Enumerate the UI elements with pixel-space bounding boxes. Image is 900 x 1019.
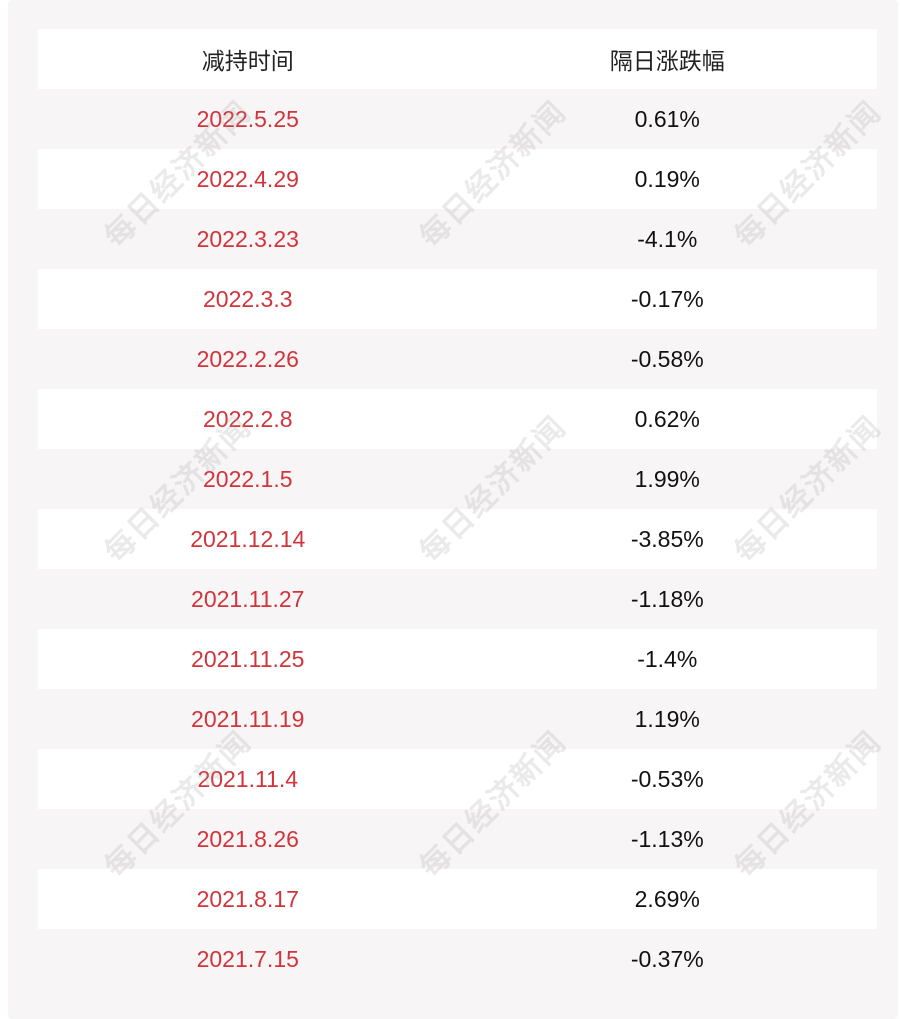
reduction-date: 2021.8.17: [196, 885, 299, 912]
table-header: 减持时间 隔日涨跌幅: [38, 29, 877, 89]
table-body: 2022.5.25 0.61% 2022.4.29 0.19% 2022.3.23 -4.…: [38, 89, 877, 989]
next-day-change: -1.18%: [630, 585, 704, 612]
next-day-change: -1.4%: [637, 645, 698, 672]
table-row: 2022.2.26 -0.58%: [38, 329, 877, 389]
table-row: 2022.5.25 0.61%: [38, 89, 877, 149]
reduction-date: 2021.12.14: [190, 525, 306, 552]
reduction-date: 2022.5.25: [196, 105, 299, 132]
table-row: 2021.11.25 -1.4%: [38, 629, 877, 689]
next-day-change: -1.13%: [630, 825, 704, 852]
next-day-change: 1.19%: [634, 705, 700, 732]
table-row: 2022.2.8 0.62%: [38, 389, 877, 449]
header-date: 减持时间: [201, 49, 294, 75]
next-day-change: -3.85%: [630, 525, 704, 552]
reduction-date: 2022.2.26: [196, 345, 299, 372]
next-day-change: -0.58%: [630, 345, 704, 372]
table-row: 2021.11.19 1.19%: [38, 689, 877, 749]
reduction-date: 2021.8.26: [196, 825, 299, 852]
reduction-date: 2022.3.23: [196, 225, 299, 252]
next-day-change: 0.62%: [634, 405, 700, 432]
reduction-date: 2022.4.29: [196, 165, 299, 192]
reduction-table: 减持时间 隔日涨跌幅 2022.5.25 0.61% 2022.4.29 0.19% 2…: [38, 29, 877, 989]
reduction-date: 2022.1.5: [202, 465, 293, 492]
header-change: 隔日涨跌幅: [609, 49, 725, 75]
reduction-date: 2021.11.27: [191, 585, 305, 612]
table-row: 2022.3.3 -0.17%: [38, 269, 877, 329]
next-day-change: 2.69%: [634, 885, 700, 912]
reduction-date: 2022.3.3: [202, 285, 293, 312]
next-day-change: -0.17%: [630, 285, 704, 312]
table-row: 2021.8.17 2.69%: [38, 869, 877, 929]
reduction-date: 2021.11.25: [191, 645, 305, 672]
table-row: 2021.7.15 -0.37%: [38, 929, 877, 989]
next-day-change: -0.53%: [630, 765, 704, 792]
table-row: 2021.8.26 -1.13%: [38, 809, 877, 869]
table-row: 2022.3.23 -4.1%: [38, 209, 877, 269]
next-day-change: -4.1%: [637, 225, 698, 252]
reduction-date: 2021.11.4: [197, 765, 299, 792]
table-row: 2021.11.4 -0.53%: [38, 749, 877, 809]
table-row: 2022.1.5 1.99%: [38, 449, 877, 509]
reduction-date: 2022.2.8: [202, 405, 293, 432]
table-row: 2022.4.29 0.19%: [38, 149, 877, 209]
reduction-date: 2021.7.15: [196, 945, 299, 972]
next-day-change: 0.19%: [634, 165, 700, 192]
next-day-change: 0.61%: [634, 105, 700, 132]
table-row: 2021.12.14 -3.85%: [38, 509, 877, 569]
reduction-date: 2021.11.19: [191, 705, 305, 732]
next-day-change: -0.37%: [630, 945, 704, 972]
next-day-change: 1.99%: [634, 465, 700, 492]
table-row: 2021.11.27 -1.18%: [38, 569, 877, 629]
